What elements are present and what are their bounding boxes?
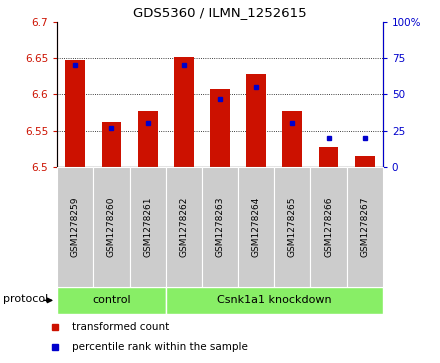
- Bar: [355, 156, 375, 167]
- Text: GSM1278260: GSM1278260: [107, 197, 116, 257]
- Text: GSM1278261: GSM1278261: [143, 197, 152, 257]
- Bar: [174, 57, 194, 167]
- Bar: [319, 147, 338, 167]
- Bar: [202, 167, 238, 287]
- Bar: [93, 167, 129, 287]
- Bar: [57, 287, 166, 314]
- Bar: [138, 111, 158, 167]
- Text: Csnk1a1 knockdown: Csnk1a1 knockdown: [217, 295, 332, 305]
- Bar: [282, 111, 302, 167]
- Bar: [311, 167, 347, 287]
- Text: GSM1278265: GSM1278265: [288, 197, 297, 257]
- Text: transformed count: transformed count: [72, 322, 169, 333]
- Text: GSM1278266: GSM1278266: [324, 197, 333, 257]
- Bar: [347, 167, 383, 287]
- Bar: [129, 167, 166, 287]
- Text: control: control: [92, 295, 131, 305]
- Bar: [210, 89, 230, 167]
- Bar: [238, 167, 274, 287]
- Text: GSM1278267: GSM1278267: [360, 197, 369, 257]
- Bar: [57, 167, 93, 287]
- Bar: [274, 167, 311, 287]
- Text: GSM1278259: GSM1278259: [71, 197, 80, 257]
- Bar: [166, 287, 383, 314]
- Bar: [166, 167, 202, 287]
- Text: GSM1278262: GSM1278262: [180, 197, 188, 257]
- Text: GSM1278263: GSM1278263: [216, 197, 224, 257]
- Text: protocol: protocol: [3, 294, 48, 304]
- Bar: [102, 122, 121, 167]
- Text: GSM1278264: GSM1278264: [252, 197, 260, 257]
- Text: percentile rank within the sample: percentile rank within the sample: [72, 342, 248, 352]
- Title: GDS5360 / ILMN_1252615: GDS5360 / ILMN_1252615: [133, 6, 307, 19]
- Bar: [66, 60, 85, 167]
- Bar: [246, 74, 266, 167]
